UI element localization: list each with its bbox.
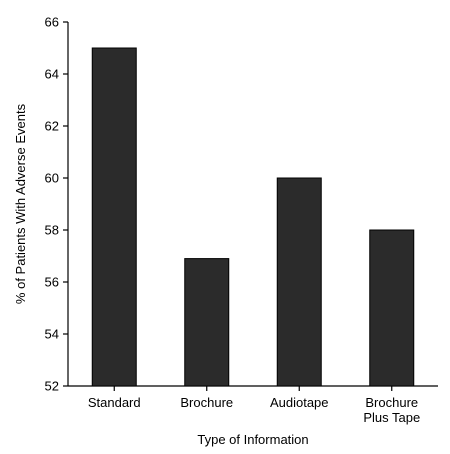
bar: [91, 47, 137, 387]
y-tick-label: 62: [45, 119, 59, 134]
y-tick-label: 56: [45, 275, 59, 290]
x-category-label: Audiotape: [270, 395, 329, 410]
y-tick-label: 52: [45, 379, 59, 394]
y-tick-label: 66: [45, 15, 59, 30]
x-category-label: Brochure: [180, 395, 233, 410]
category-labels: Standard Brochure Audiotape Brochure Plus Ta…: [88, 395, 420, 425]
bars: [91, 47, 415, 387]
bar: [369, 229, 415, 387]
y-tick-label: 64: [45, 67, 59, 82]
y-tick-label: 58: [45, 223, 59, 238]
bar: [184, 258, 230, 387]
x-category-label: Standard: [88, 395, 141, 410]
x-category-label: Brochure Plus Tape: [363, 395, 420, 425]
x-axis-title: Type of Information: [197, 432, 308, 447]
y-tick-label: 54: [45, 327, 59, 342]
y-axis-title: % of Patients With Adverse Events: [13, 103, 28, 304]
bar: [276, 177, 322, 387]
y-axis: 52 54 56 58 60 62 64 66: [45, 15, 69, 394]
y-tick-label: 60: [45, 171, 59, 186]
x-axis: [68, 385, 438, 391]
